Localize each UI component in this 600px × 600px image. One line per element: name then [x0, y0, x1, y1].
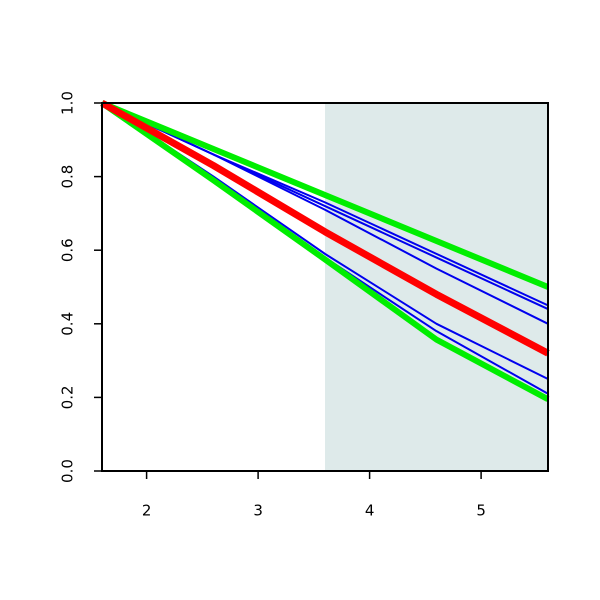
x-tick-label: 4	[365, 502, 375, 520]
x-tick-label: 3	[253, 502, 263, 520]
y-tick-label: 0.4	[59, 312, 77, 336]
y-tick-label: 0.8	[59, 165, 77, 189]
y-tick-label: 0.0	[59, 459, 77, 483]
y-tick-label: 1.0	[59, 91, 77, 115]
line	[100, 99, 550, 357]
line	[101, 102, 549, 325]
x-tick-label: 5	[476, 502, 486, 520]
line	[100, 100, 550, 290]
line	[100, 100, 550, 402]
y-tick-label: 0.6	[59, 238, 77, 262]
y-tick-label: 0.2	[59, 385, 77, 409]
plot-frame	[101, 102, 549, 472]
x-tick-label: 2	[142, 502, 152, 520]
